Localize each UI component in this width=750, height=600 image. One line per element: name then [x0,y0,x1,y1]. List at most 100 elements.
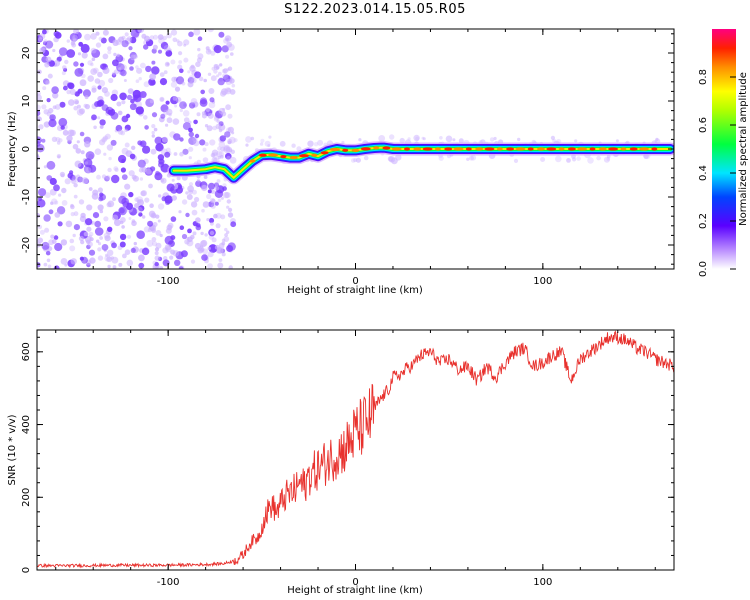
noise-blob [166,117,173,124]
noise-blob [153,127,158,132]
noise-blob [211,149,219,156]
ridge-hotspot [268,153,279,157]
noise-blob [66,135,73,142]
noise-blob [171,76,177,83]
noise-blob [168,113,172,117]
noise-blob [52,48,56,53]
noise-blob [123,79,127,82]
noise-blob [206,218,210,222]
noise-blob [217,77,225,86]
noise-blob [188,102,196,109]
noise-blob [227,113,233,119]
noise-blob [53,235,59,240]
noise-blob [121,174,128,181]
noise-blob [181,233,188,240]
noise-blob [489,137,495,142]
noise-blob [37,155,40,159]
noise-blob [158,194,162,198]
noise-blob [136,230,145,239]
noise-blob [154,266,159,269]
noise-blob [217,262,224,269]
noise-blob [105,133,111,140]
noise-blob [151,124,156,129]
noise-blob [69,238,75,244]
noise-blob [99,192,104,197]
noise-blob [596,155,601,161]
noise-blob [70,203,74,208]
noise-blob [250,136,255,141]
noise-blob [154,136,163,145]
noise-blob [188,131,194,138]
ridge-hotspot [289,156,298,160]
noise-blob [114,167,119,172]
noise-blob [96,239,100,243]
noise-blob [59,171,65,177]
noise-blob [120,64,127,71]
noise-blob [63,85,68,91]
noise-blob [178,210,182,214]
noise-blob [125,113,131,119]
colorbar-tick-label: 0.4 [698,165,709,181]
y-tick-label: 400 [21,415,32,434]
noise-blob [91,57,96,61]
noise-blob [76,140,80,144]
noise-blob [102,135,109,141]
ridge-hotspot [475,147,484,151]
noise-blob [200,247,205,252]
noise-blob [264,140,271,147]
noise-blob [165,108,173,116]
noise-blob [99,124,104,129]
noise-blob [157,219,161,223]
noise-blob [222,186,227,191]
noise-blob [45,80,50,85]
noise-blob [103,216,109,222]
noise-blob [91,85,97,91]
noise-blob [84,141,91,148]
noise-blob [45,56,52,63]
ridge-hotspot [351,148,360,152]
noise-blob [169,255,174,260]
ridge-hotspot [444,147,453,151]
y-tick-label: 200 [21,488,32,507]
noise-blob [77,52,82,56]
noise-blob [217,155,221,160]
noise-blob [313,142,319,147]
noise-blob [226,199,231,204]
noise-blob [54,242,63,252]
noise-blob [121,147,129,155]
noise-blob [224,192,231,199]
colorbar-ticks: 0.0 0.2 0.4 0.6 0.8 [698,69,736,277]
noise-blob [78,235,84,242]
noise-blob [227,126,234,133]
noise-blob [154,251,159,256]
noise-blob [194,71,202,79]
noise-blob [422,137,426,141]
noise-blob [120,167,126,173]
noise-blob [389,134,395,140]
signal-ridge [167,141,674,185]
noise-blob [50,234,55,239]
colorbar-tick-label: 0.8 [698,69,709,85]
noise-blob [174,104,178,108]
noise-blob [154,255,160,261]
noise-blob [111,73,117,78]
noise-blob [86,226,92,232]
noise-blob [112,214,119,221]
noise-blob [101,244,109,251]
noise-blob [124,249,131,255]
noise-blob [88,231,94,237]
noise-blob [70,212,75,217]
noise-blob [98,36,103,41]
noise-blob [89,257,96,264]
noise-blob [219,135,227,142]
noise-blob [224,87,232,95]
noise-blob [138,205,145,212]
noise-blob [213,45,222,54]
noise-blob [60,125,65,130]
noise-blob [121,40,129,48]
noise-blob [555,155,562,163]
noise-blob [204,142,209,147]
noise-blob [226,245,234,252]
noise-blob [152,44,158,50]
